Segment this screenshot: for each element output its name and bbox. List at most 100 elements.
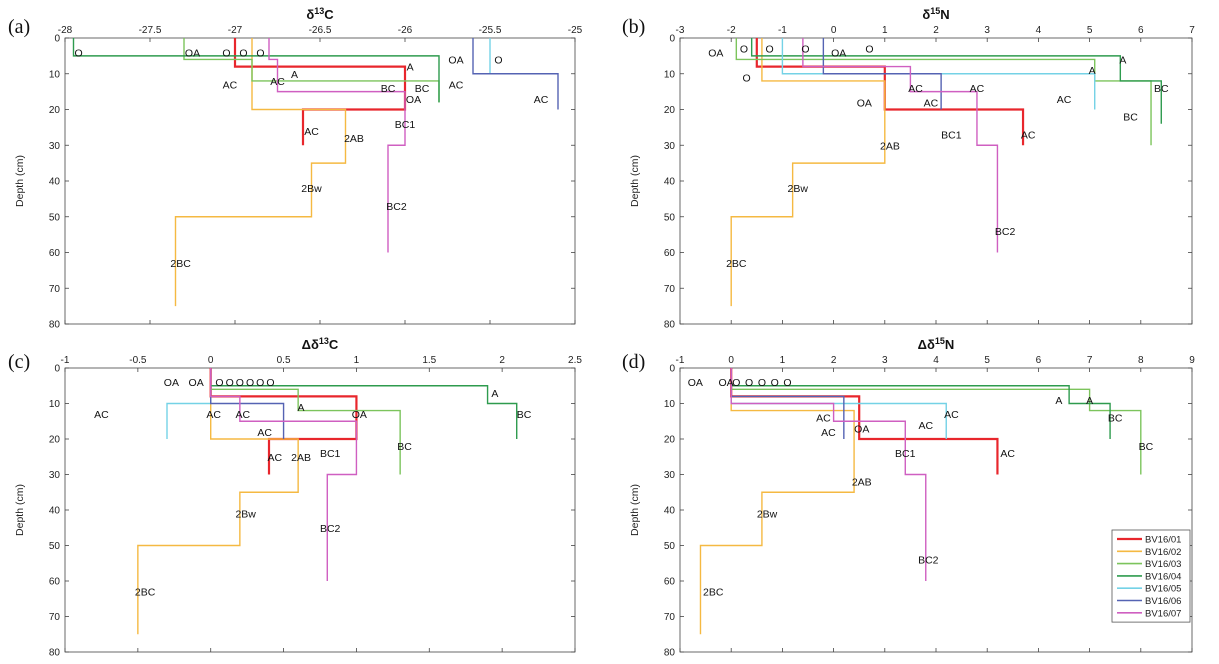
x-tick-label: 7 <box>1087 355 1093 366</box>
horizon-label: O <box>266 377 274 389</box>
x-tick-label: 1.5 <box>422 355 436 366</box>
y-tick-label: 50 <box>664 212 676 223</box>
horizon-label: AC <box>924 97 939 109</box>
y-tick-label: 20 <box>49 435 61 446</box>
horizon-label: AC <box>908 83 923 95</box>
horizon-label: O <box>246 377 254 389</box>
horizon-label: O <box>494 54 502 66</box>
x-tick-label: 0 <box>208 355 214 366</box>
x-tick-label: -0.5 <box>129 355 147 366</box>
horizon-label: O <box>239 47 247 59</box>
chart-title: Δδ13C <box>302 336 339 352</box>
legend-entry: BV16/02 <box>1145 547 1181 558</box>
x-tick-label: 7 <box>1189 25 1195 36</box>
horizon-label: BC <box>1154 83 1169 95</box>
horizon-label: BC1 <box>941 130 962 142</box>
horizon-label: A <box>1055 395 1062 407</box>
panel-letter: (b) <box>622 16 645 38</box>
x-tick-label: -3 <box>676 25 685 36</box>
x-tick-label: -27 <box>228 25 243 36</box>
horizon-label: A <box>1119 54 1126 66</box>
horizon-label: AC <box>235 409 250 421</box>
horizon-label: AC <box>257 427 272 439</box>
horizon-label: OA <box>854 423 869 435</box>
x-tick-label: 8 <box>1138 355 1144 366</box>
y-tick-label: 50 <box>664 541 676 552</box>
y-tick-label: 70 <box>49 284 61 295</box>
horizon-label: BC1 <box>395 119 416 131</box>
horizon-label: BC <box>1123 112 1138 124</box>
horizon-label: BC1 <box>895 448 916 460</box>
horizon-label: OA <box>718 377 733 389</box>
horizon-label: OA <box>164 377 179 389</box>
horizon-label: 2Bw <box>788 183 809 195</box>
x-tick-label: 2 <box>933 25 939 36</box>
horizon-label: A <box>1086 395 1093 407</box>
y-tick-label: 10 <box>49 399 61 410</box>
horizon-label: AC <box>816 413 831 425</box>
horizon-label: 2AB <box>344 133 364 145</box>
horizon-label: AC <box>821 427 836 439</box>
horizon-label: A <box>407 62 414 74</box>
y-tick-label: 80 <box>664 648 676 659</box>
y-tick-label: 40 <box>49 506 61 517</box>
x-tick-label: 1 <box>882 25 888 36</box>
horizon-label: AC <box>206 409 221 421</box>
horizon-label: OA <box>189 377 204 389</box>
horizon-label: BC <box>517 409 532 421</box>
y-tick-label: 40 <box>49 177 61 188</box>
panel-1: (b)δ15N-3 -2 -1 0 1 2 3 4 5 6 701020304050607080De… <box>622 6 1195 331</box>
horizon-label: O <box>236 377 244 389</box>
x-tick-label: -1 <box>61 355 70 366</box>
y-axis-label: Depth (cm) <box>14 155 26 207</box>
horizon-label: A <box>1089 65 1096 77</box>
horizon-label: 2AB <box>880 140 900 152</box>
horizon-label: 2BC <box>135 587 156 599</box>
horizon-label: AC <box>270 76 285 88</box>
horizon-label: AC <box>1000 448 1015 460</box>
horizon-label: AC <box>1021 130 1036 142</box>
horizon-label: OA <box>831 47 846 59</box>
horizon-label: AC <box>223 79 238 91</box>
panel-3: (d)Δδ15N-1 0 1 2 3 4 5 6 7 8 901020304050607080Dep… <box>622 336 1195 659</box>
x-tick-label: 4 <box>1036 25 1042 36</box>
horizon-label: A <box>298 402 305 414</box>
y-tick-label: 60 <box>49 577 61 588</box>
horizon-label: O <box>758 377 766 389</box>
horizon-label: OA <box>185 47 200 59</box>
y-tick-label: 60 <box>49 248 61 259</box>
horizon-label: O <box>215 377 223 389</box>
horizon-label: O <box>226 377 234 389</box>
horizon-label: 2Bw <box>757 509 778 521</box>
horizon-label: O <box>75 47 83 59</box>
horizon-label: AC <box>918 420 933 432</box>
horizon-label: O <box>222 47 230 59</box>
x-tick-label: 0.5 <box>277 355 291 366</box>
y-tick-label: 10 <box>664 69 676 80</box>
panel-0: (a) δ13C -28 -27.5 -27 -26.5 -26 -25.5 -25 0 10 20 3… <box>8 6 583 331</box>
horizon-label: OA <box>352 409 367 421</box>
horizon-label: AC <box>1057 94 1072 106</box>
x-tick-label: 9 <box>1189 355 1195 366</box>
x-tick-label: 5 <box>984 355 990 366</box>
series-line-BV16-02 <box>699 368 855 635</box>
legend-entry: BV16/05 <box>1145 584 1181 595</box>
horizon-label: BC <box>397 441 412 453</box>
series-line-BV16-03 <box>730 368 1142 475</box>
horizon-label: OA <box>688 377 703 389</box>
horizon-label: BC1 <box>320 448 341 460</box>
series-line-BV16-02 <box>137 368 299 635</box>
y-axis-label: Depth (cm) <box>629 484 641 536</box>
horizon-label: BC2 <box>386 201 407 213</box>
x-tick-label: -27.5 <box>139 25 162 36</box>
series-line-BV16-07 <box>210 368 358 581</box>
series-line-BV16-04 <box>750 38 1162 124</box>
panel-2: (c) Δδ13C -1 -0.5 0 0.5 1 1.5 2 2.5 0 10 20 30 40 50 60 7… <box>8 336 582 659</box>
chart-title: δ13C <box>306 6 334 22</box>
horizon-label: O <box>732 377 740 389</box>
series-line-BV16-02 <box>174 38 347 307</box>
x-tick-label: -26 <box>398 25 413 36</box>
y-tick-label: 40 <box>664 506 676 517</box>
series-line-BV16-03 <box>735 38 1152 146</box>
